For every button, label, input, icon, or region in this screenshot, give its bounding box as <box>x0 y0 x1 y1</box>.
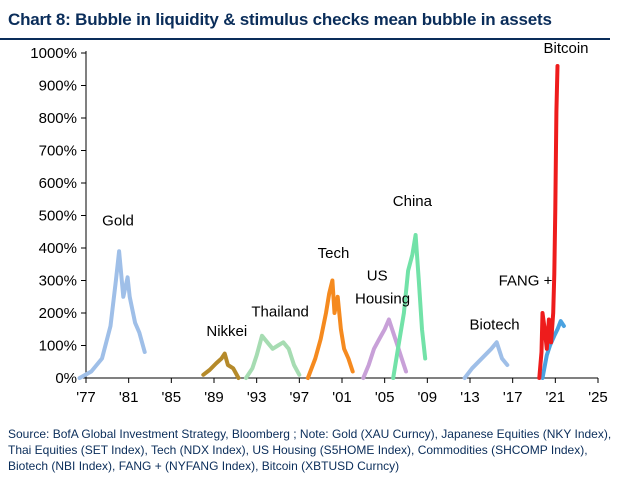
y-tick-label: 800% <box>39 110 77 127</box>
annotation-label: US <box>367 268 388 285</box>
y-tick-label: 300% <box>39 273 77 290</box>
x-tick-label: '13 <box>460 389 480 406</box>
series-line-biotech <box>462 340 510 380</box>
x-tick-label: '93 <box>247 389 267 406</box>
series-line-us-housing <box>361 317 408 380</box>
annotation-label: Thailand <box>251 303 309 320</box>
series-line-thailand <box>244 333 302 380</box>
source-note: Source: BofA Global Investment Strategy,… <box>8 427 612 473</box>
series-line-fang <box>540 319 566 380</box>
series-line-nikkei <box>201 351 241 380</box>
annotation-label: China <box>393 193 433 210</box>
annotation-label: Gold <box>102 212 134 229</box>
x-tick-label: '01 <box>332 389 352 406</box>
chart-title: Chart 8: Bubble in liquidity & stimulus … <box>8 10 552 29</box>
x-tick-label: '25 <box>588 389 608 406</box>
annotation-label: Bitcoin <box>543 40 588 57</box>
y-tick-label: 600% <box>39 175 77 192</box>
series-group <box>77 64 566 380</box>
y-tick-label: 1000% <box>30 45 77 62</box>
series-line-tech <box>305 278 355 380</box>
y-tick-label: 0% <box>55 370 77 387</box>
y-tick-label: 400% <box>39 240 77 257</box>
y-tick-label: 100% <box>39 338 77 355</box>
chart-area: 0% 100% 200% 300% 400% 500% 600% 700% 800% 900% 10… <box>30 40 608 406</box>
x-tick-label: '89 <box>204 389 224 406</box>
x-tick-label: '85 <box>162 389 182 406</box>
x-tick-label: '77 <box>76 389 96 406</box>
y-tick-label: 900% <box>39 78 77 95</box>
y-tick-label: 200% <box>39 305 77 322</box>
x-tick-label: '05 <box>375 389 395 406</box>
annotation-label: Biotech <box>470 316 520 333</box>
series-line-china <box>391 233 428 380</box>
axes: 0% 100% 200% 300% 400% 500% 600% 700% 800% 900% 10… <box>30 45 608 406</box>
y-tick-label: 500% <box>39 208 77 225</box>
x-tick-label: '21 <box>546 389 566 406</box>
series-line-gold <box>77 249 147 380</box>
title-bar: Chart 8: Bubble in liquidity & stimulus … <box>0 0 625 40</box>
annotation-label: Housing <box>355 290 410 307</box>
x-tick-label: '17 <box>503 389 523 406</box>
x-tick-label: '09 <box>418 389 438 406</box>
title-divider <box>0 38 610 40</box>
series-line-bitcoin <box>537 64 560 380</box>
x-tick-label: '81 <box>119 389 139 406</box>
annotation-label: Nikkei <box>206 323 247 340</box>
x-tick-label: '97 <box>290 389 310 406</box>
annotation-label: FANG + <box>499 272 553 289</box>
y-tick-label: 700% <box>39 143 77 160</box>
annotation-label: Tech <box>318 245 350 262</box>
